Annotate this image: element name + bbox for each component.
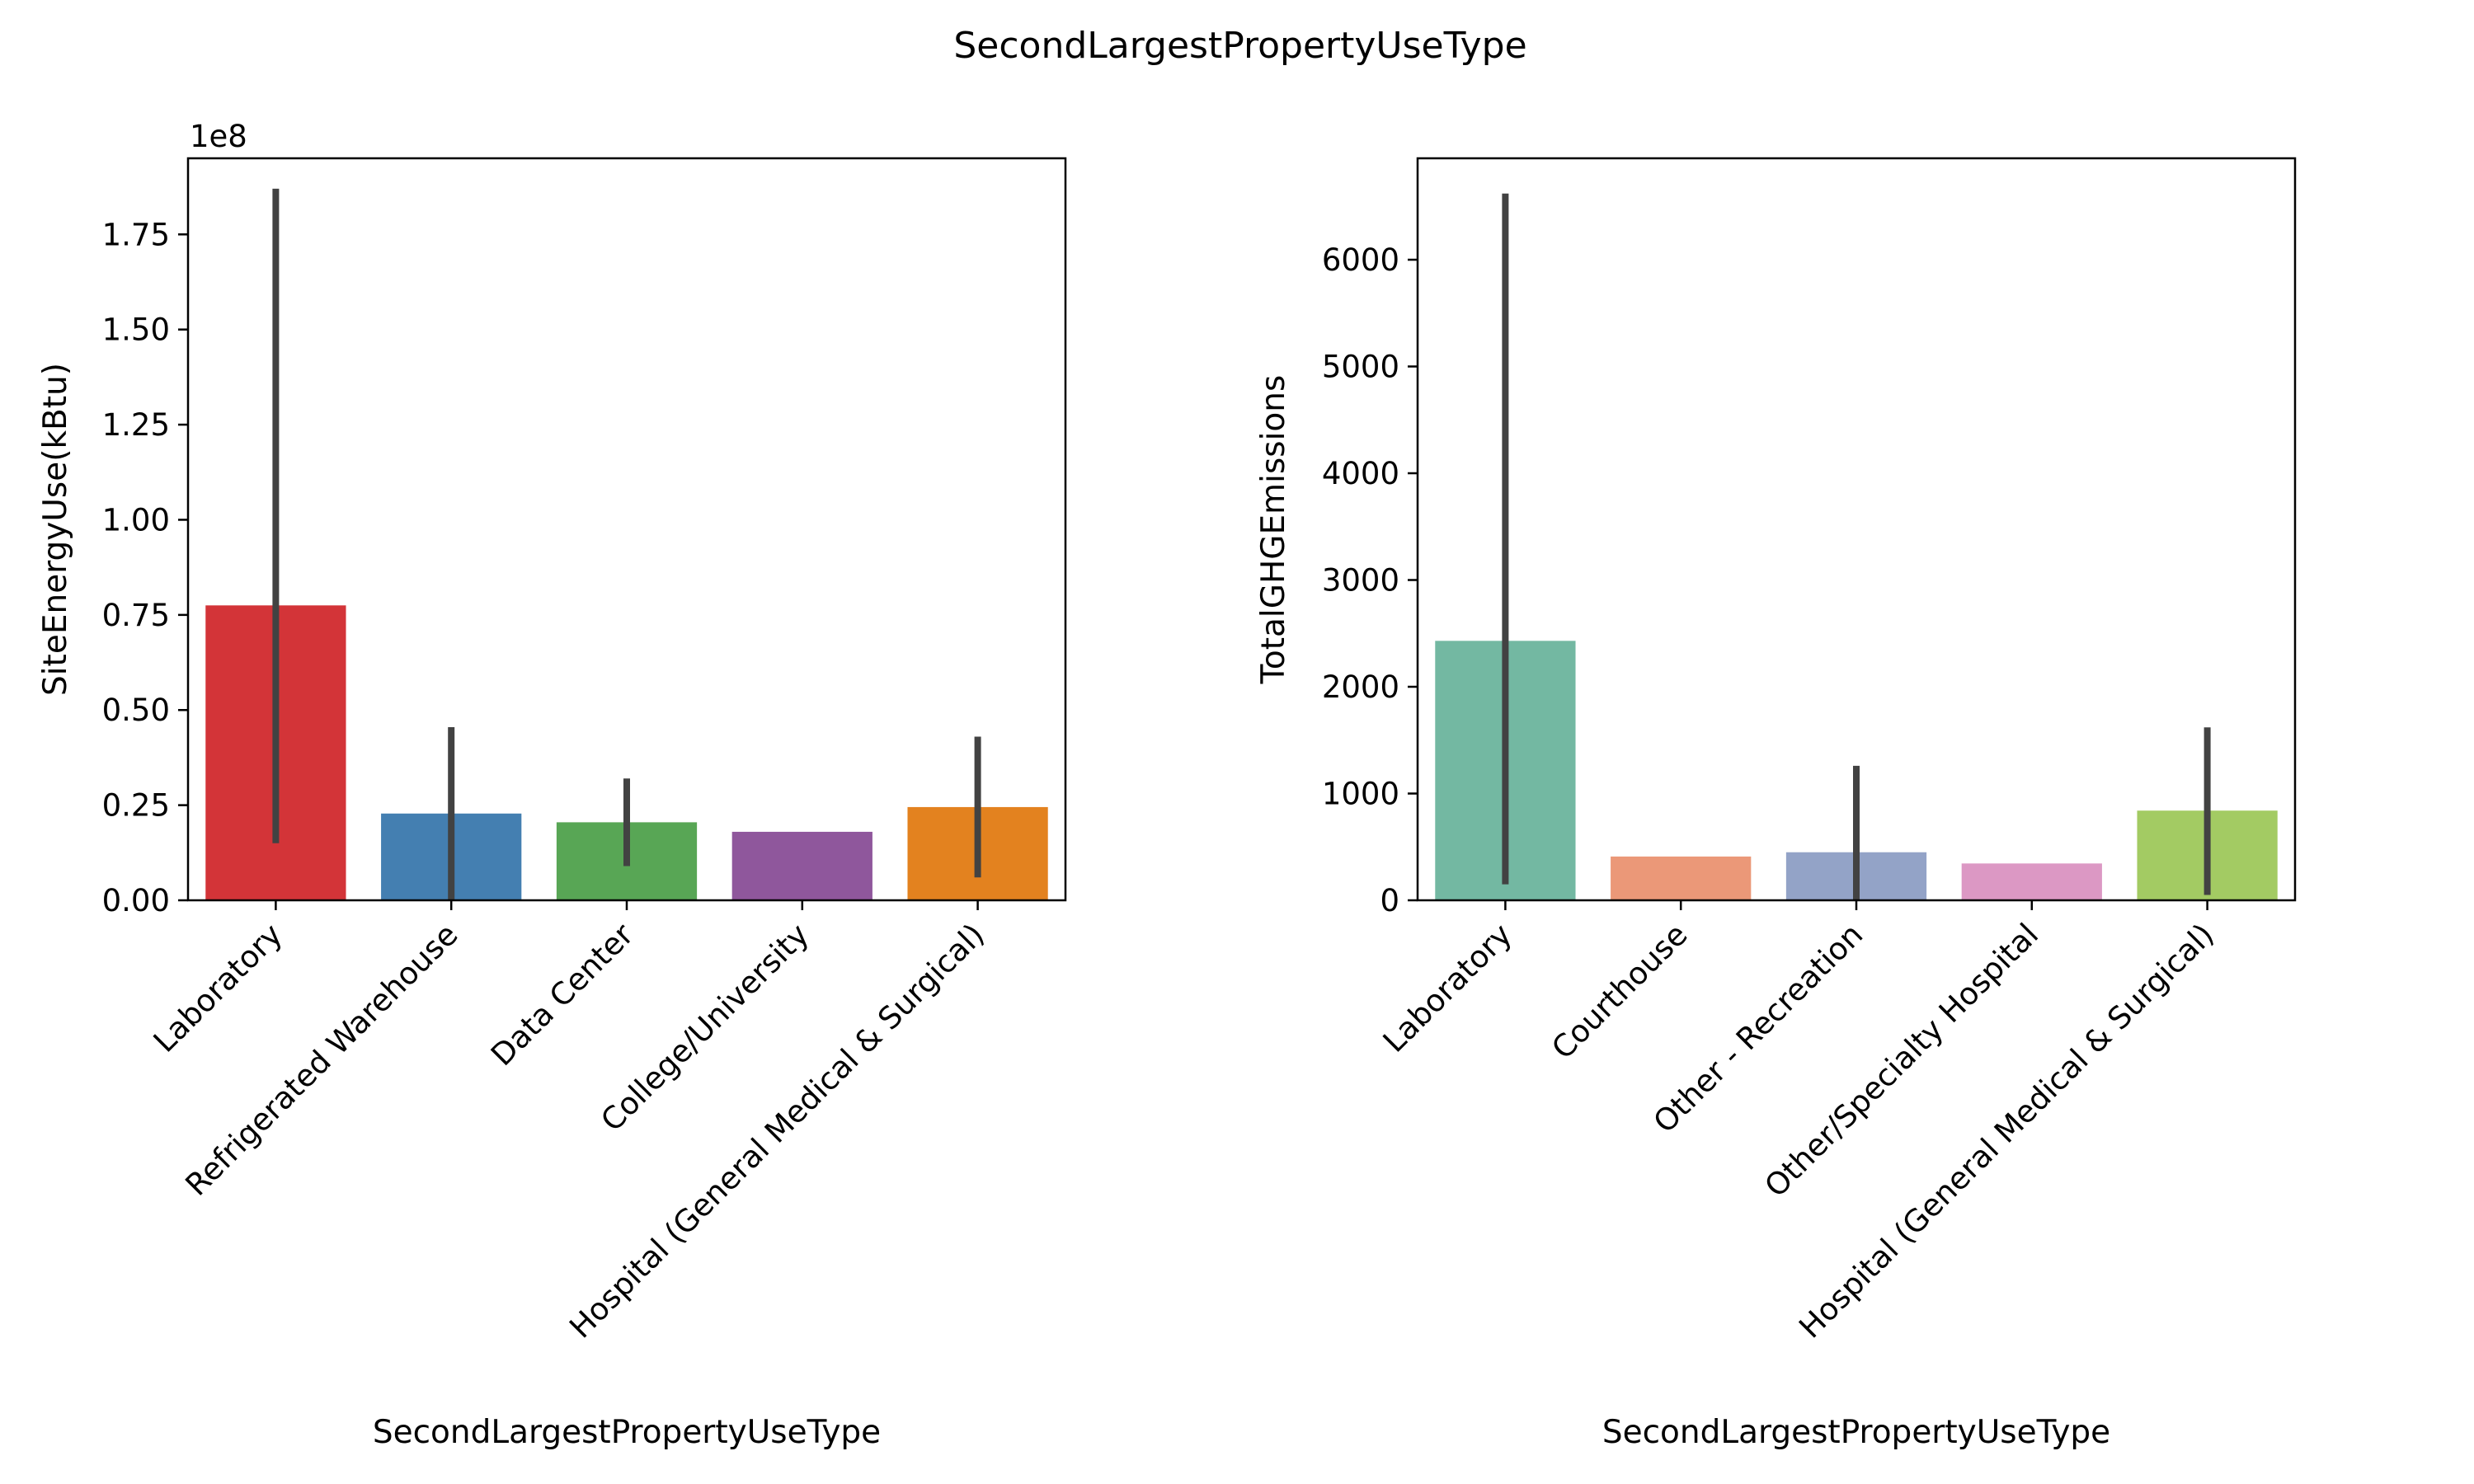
y-tick-label: 1000 (1322, 777, 1399, 812)
y-tick-label: 2000 (1322, 669, 1399, 705)
y-offset-label: 1e8 (190, 119, 247, 154)
x-tick-label-laboratory: Laboratory (147, 917, 289, 1059)
y-tick-label: 0.75 (102, 598, 170, 633)
y-tick-label: 3000 (1322, 563, 1399, 599)
x-axis-label: SecondLargestPropertyUseType (373, 1414, 881, 1451)
y-tick-label: 0.25 (102, 788, 170, 824)
y-tick-label: 0.00 (102, 883, 170, 918)
x-tick-label-courthouse: Courthouse (1545, 917, 1694, 1066)
y-axis-label: TotalGHGEmissions (1255, 375, 1292, 685)
x-tick-label-data-center: Data Center (484, 916, 641, 1073)
y-tick-label: 0.50 (102, 693, 170, 728)
y-tick-label: 1.50 (102, 312, 170, 348)
x-axis-label: SecondLargestPropertyUseType (1602, 1414, 2110, 1451)
y-tick-label: 4000 (1322, 456, 1399, 491)
y-tick-label: 6000 (1322, 242, 1399, 278)
y-axis-label: SiteEnergyUse(kBtu) (37, 363, 74, 696)
y-tick-label: 0 (1380, 883, 1399, 918)
chart-total-ghg-emissions: 0 1000 2000 3000 4000 5000 6000 Laboratory Court… (1255, 157, 2297, 1451)
bar-courthouse (1611, 856, 1752, 900)
y-tick-label: 1.25 (102, 407, 170, 443)
x-tick-label-hospital-general-medical-surgical: Hospital (General Medical & Surgical) (562, 917, 991, 1345)
bar-college-university (731, 831, 872, 900)
y-tick-label: 1.00 (102, 502, 170, 538)
figure-title: SecondLargestPropertyUseType (953, 25, 1526, 67)
x-tick-label-hospital-general-medical-surgical: Hospital (General Medical & Surgical) (1792, 917, 2221, 1345)
x-tick-label-laboratory: Laboratory (1376, 917, 1519, 1059)
chart-site-energy-use: 0.00 0.25 0.50 0.75 1.00 1.25 1.50 1.75 Laborato… (37, 119, 1067, 1451)
y-tick-label: 5000 (1322, 350, 1399, 385)
y-tick-label: 1.75 (102, 217, 170, 252)
bar-other-specialty-hospital (1961, 863, 2102, 900)
